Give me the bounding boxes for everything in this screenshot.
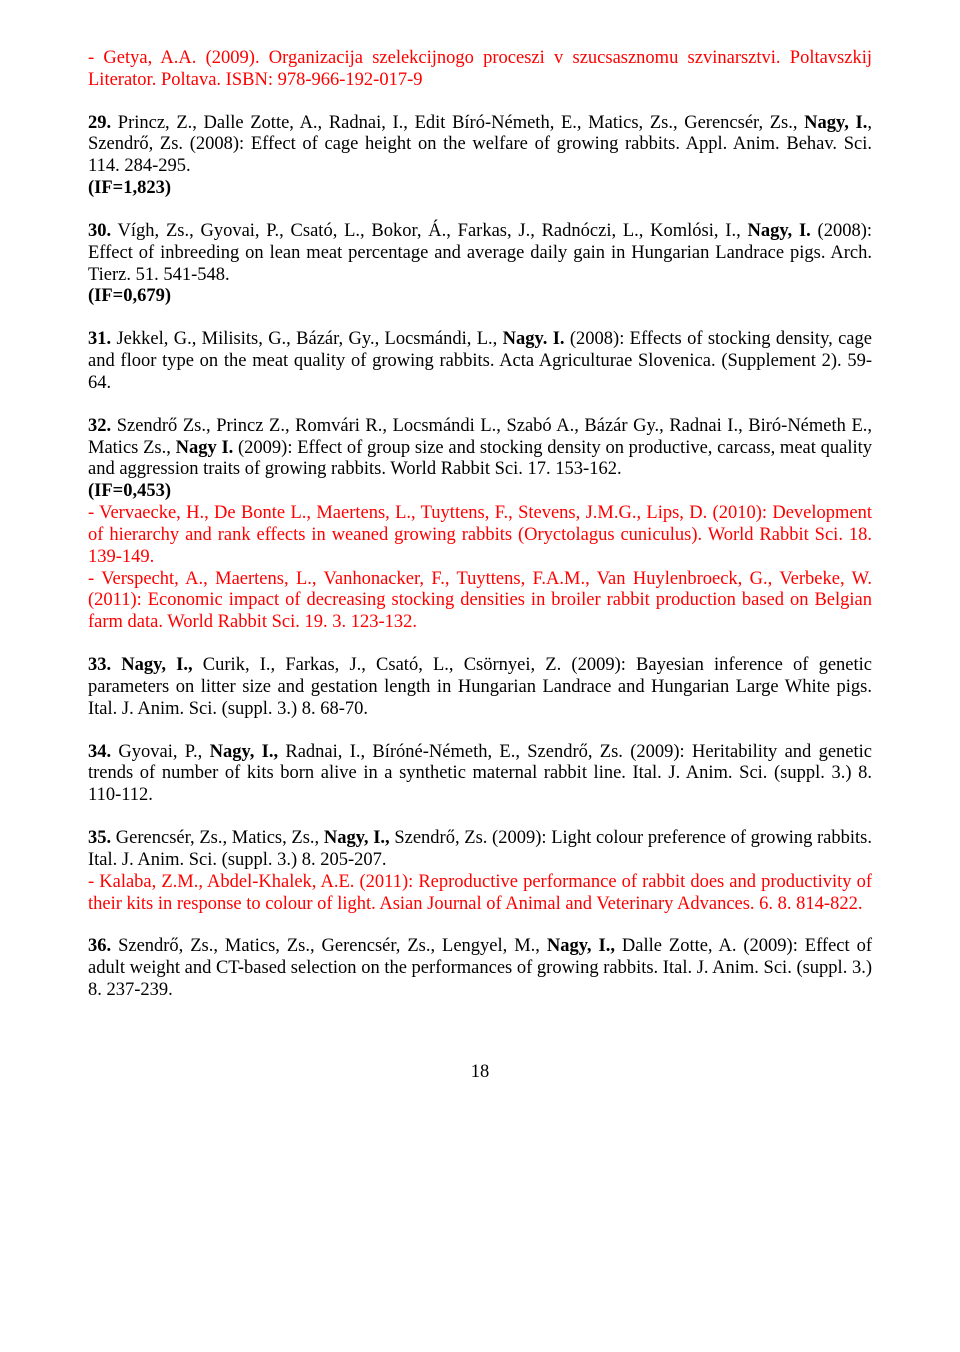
ref-text: Curik, I., Farkas, J., Csató, L., Csörny… — [88, 655, 872, 719]
ref-30: 30. Vígh, Zs., Gyovai, P., Csató, L., Bo… — [88, 221, 872, 308]
ref-bold-author: Nagy, I., — [547, 936, 615, 956]
ref-text: Princz, Z., Dalle Zotte, A., Radnai, I.,… — [111, 113, 804, 133]
impact-factor: (IF=0,679) — [88, 286, 171, 306]
page-number: 18 — [88, 1062, 872, 1084]
citation-32c2: - Verspecht, A., Maertens, L., Vanhonack… — [88, 569, 872, 634]
ref-text: Gerencsér, Zs., Matics, Zs., — [111, 828, 324, 848]
ref-num: 35. — [88, 828, 111, 848]
ref-num: 31. — [88, 329, 111, 349]
ref-35: 35. Gerencsér, Zs., Matics, Zs., Nagy, I… — [88, 828, 872, 872]
cite-authors: Verspecht, A., Maertens, L., Vanhonacker… — [101, 569, 872, 589]
cite-rest: (2011): Economic impact of decreasing st… — [88, 590, 872, 632]
ref-num: 34. — [88, 742, 111, 762]
ref-34: 34. Gyovai, P., Nagy, I., Radnai, I., Bí… — [88, 742, 872, 807]
ref-bold-author: Nagy. I. — [503, 329, 565, 349]
ref-bold-author: Nagy, I. — [747, 221, 810, 241]
ref-29: 29. Princz, Z., Dalle Zotte, A., Radnai,… — [88, 113, 872, 200]
ref-36: 36. Szendrő, Zs., Matics, Zs., Gerencsér… — [88, 936, 872, 1001]
ref-33: 33. Nagy, I., Curik, I., Farkas, J., Csa… — [88, 655, 872, 720]
citation-32c1: - Vervaecke, H., De Bonte L., Maertens, … — [88, 503, 872, 568]
ref-bold-author: Nagy, I., — [324, 828, 390, 848]
ref-num: 32. — [88, 416, 111, 436]
ref-text: Jekkel, G., Milisits, G., Bázár, Gy., Lo… — [111, 329, 503, 349]
ref-num: 33. — [88, 655, 111, 675]
ref-bold-author: Nagy, I., — [111, 655, 193, 675]
ref-num: 29. — [88, 113, 111, 133]
ref-32: 32. Szendrő Zs., Princz Z., Romvári R., … — [88, 416, 872, 503]
ref-bold-author: Nagy, I. — [804, 113, 867, 133]
cite-prefix: - — [88, 48, 103, 68]
impact-factor: (IF=1,823) — [88, 178, 171, 198]
ref-bold-author: Nagy, I., — [210, 742, 278, 762]
ref-num: 36. — [88, 936, 111, 956]
ref-text: Vígh, Zs., Gyovai, P., Csató, L., Bokor,… — [111, 221, 747, 241]
ref-text: Szendrő, Zs., Matics, Zs., Gerencsér, Zs… — [111, 936, 547, 956]
ref-text: Gyovai, P., — [111, 742, 209, 762]
cite-authors: Kalaba, Z.M., Abdel-Khalek, A.E. — [99, 872, 354, 892]
cite-prefix: - — [88, 872, 99, 892]
cite-rest: (2009). Organizacija szelekcijnogo proce… — [88, 48, 872, 90]
cite-authors: Getya, A.A. — [103, 48, 196, 68]
impact-factor: (IF=0,453) — [88, 481, 171, 501]
citation-28c: - Getya, A.A. (2009). Organizacija szele… — [88, 48, 872, 92]
cite-prefix: - — [88, 503, 99, 523]
ref-num: 30. — [88, 221, 111, 241]
cite-authors: Vervaecke, H., De Bonte L., Maertens, L.… — [99, 503, 707, 523]
ref-31: 31. Jekkel, G., Milisits, G., Bázár, Gy.… — [88, 329, 872, 394]
citation-35c1: - Kalaba, Z.M., Abdel-Khalek, A.E. (2011… — [88, 872, 872, 916]
cite-prefix: - — [88, 569, 101, 589]
ref-bold-author: Nagy I. — [176, 438, 234, 458]
